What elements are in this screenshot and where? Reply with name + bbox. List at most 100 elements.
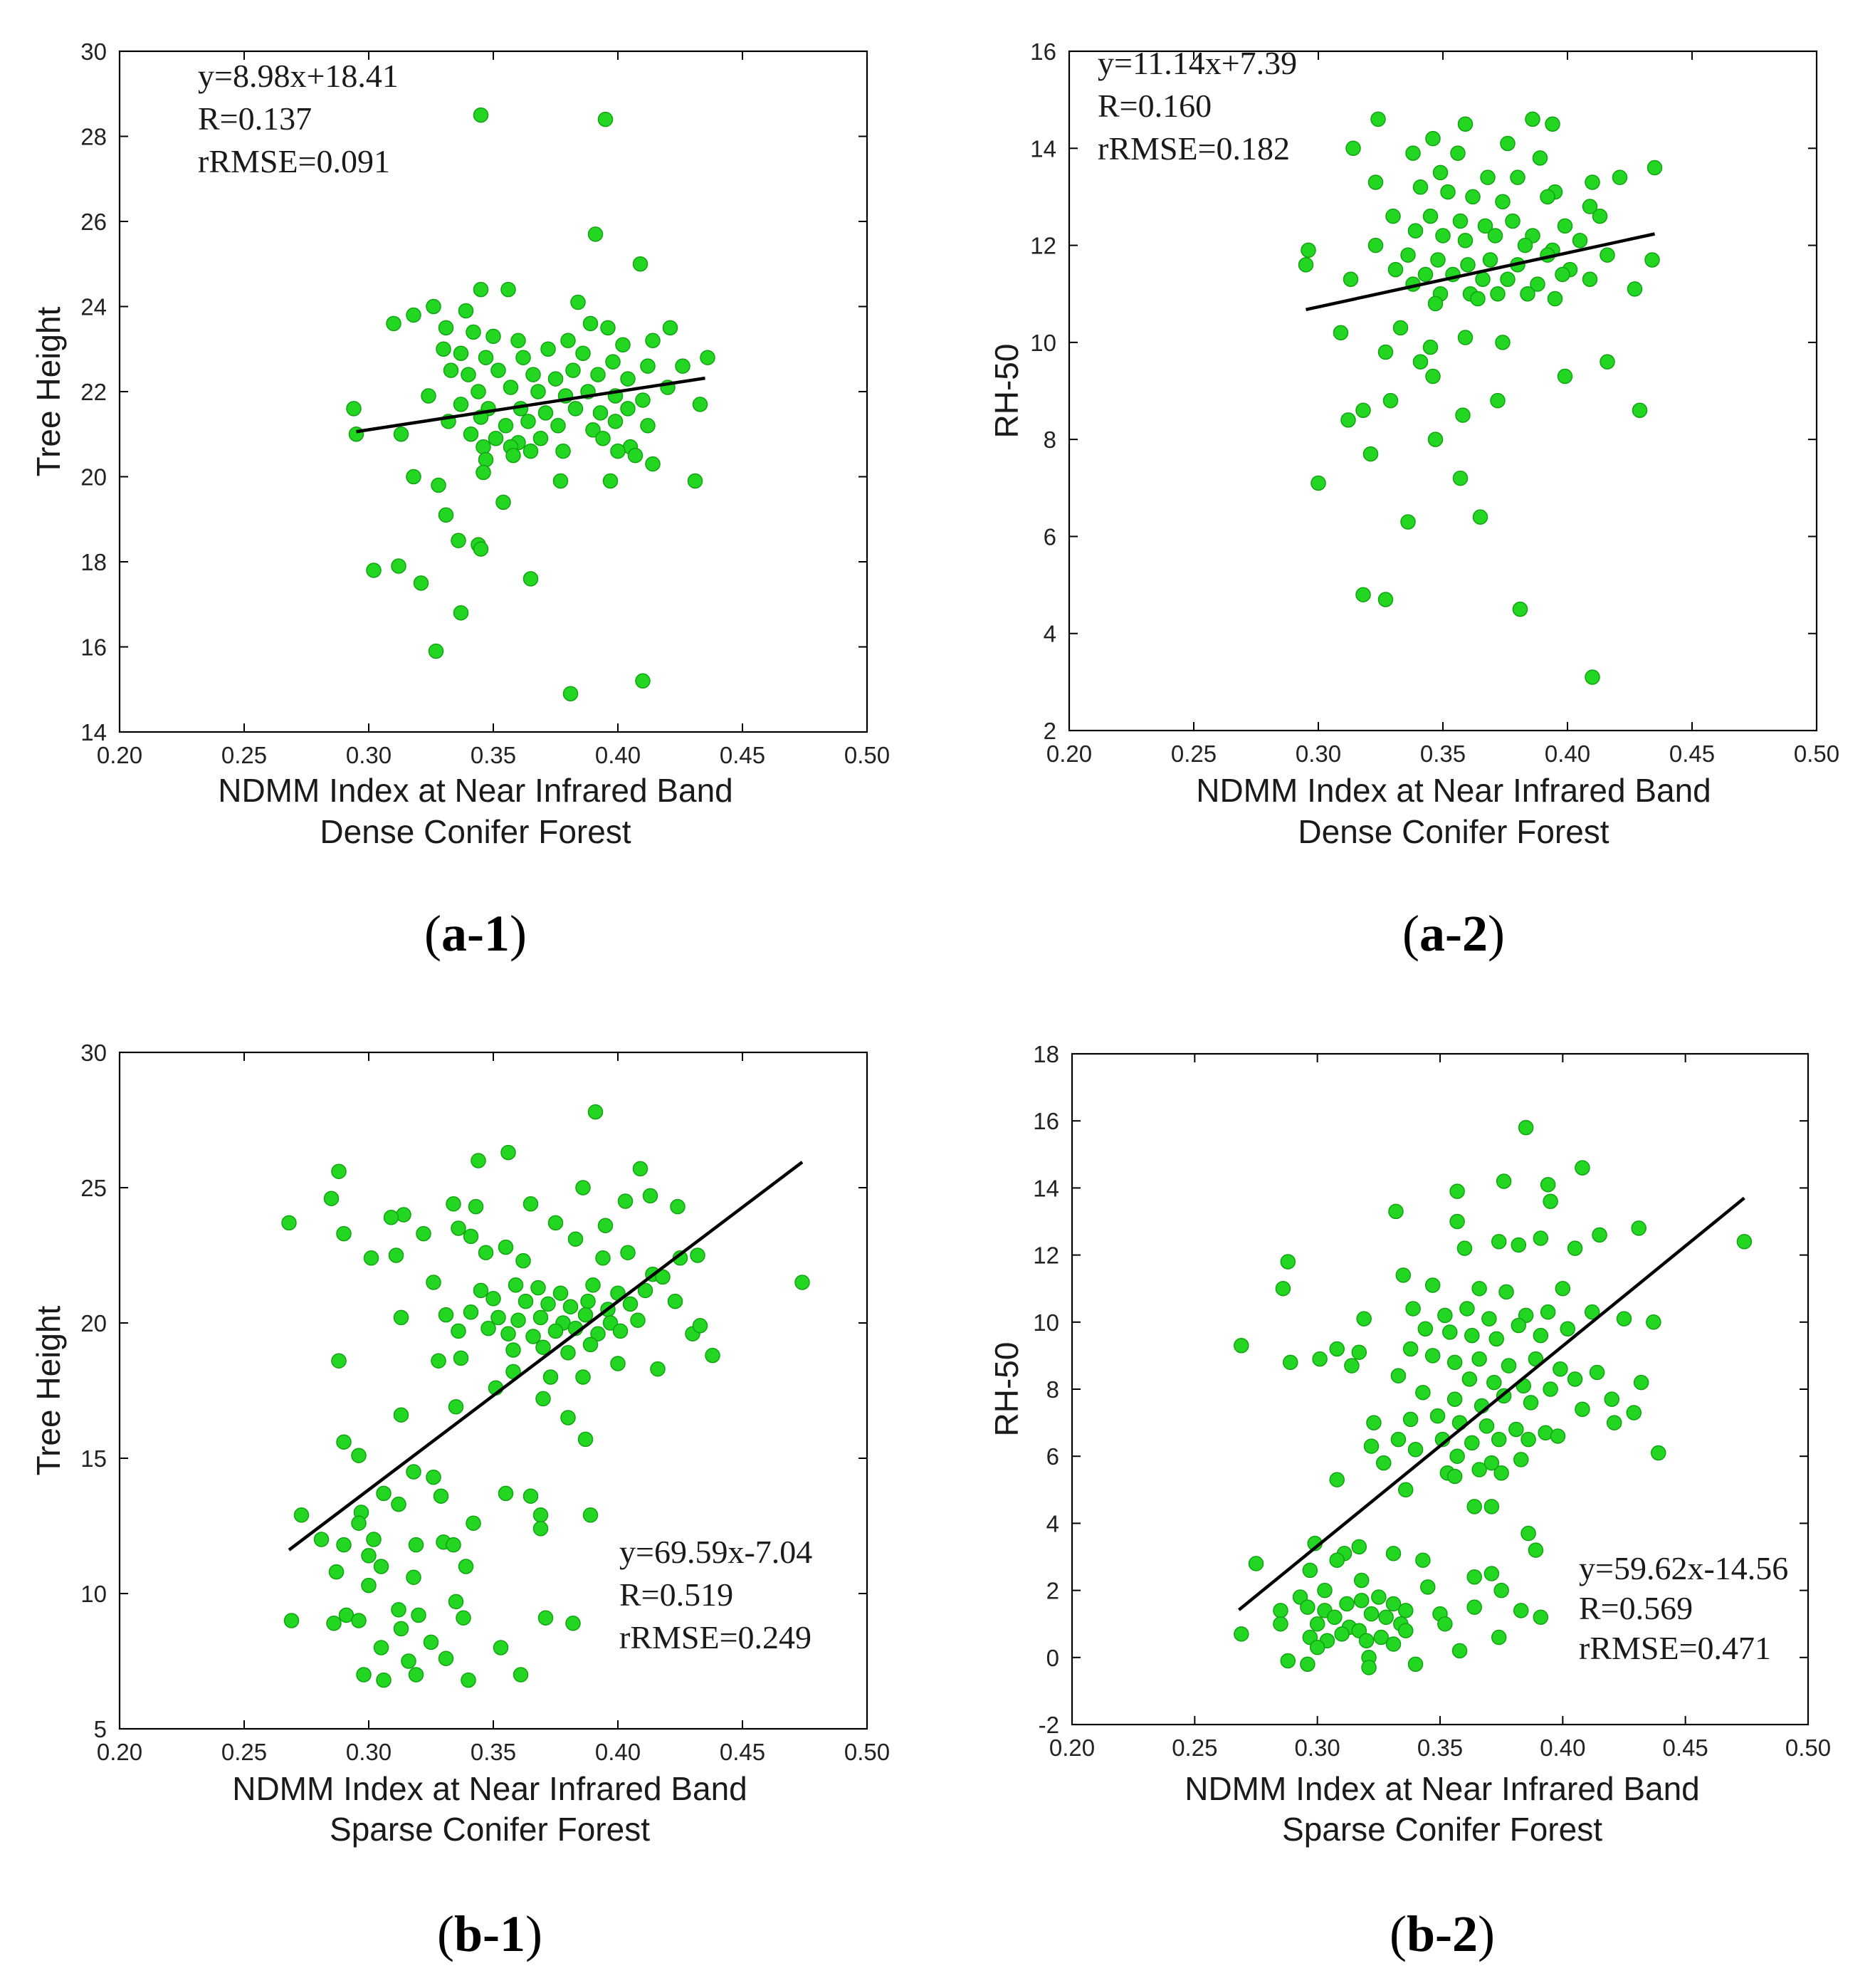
data-point xyxy=(1500,135,1516,152)
data-point xyxy=(1470,291,1486,307)
data-point xyxy=(537,1610,554,1626)
x-axis-label: NDMM Index at Near Infrared Band xyxy=(1185,1770,1700,1807)
annotation-line: R=0.569 xyxy=(1579,1590,1693,1626)
data-point xyxy=(1422,339,1439,355)
data-point xyxy=(1377,592,1394,607)
data-point xyxy=(1317,1582,1333,1599)
y-tick-label: 26 xyxy=(80,209,107,235)
data-point xyxy=(632,256,648,272)
data-point xyxy=(705,1347,720,1364)
data-point xyxy=(495,494,511,511)
data-point xyxy=(700,350,715,365)
data-point xyxy=(463,427,479,442)
data-point xyxy=(1353,1572,1370,1589)
panel-label: (b-2) xyxy=(1390,1905,1495,1962)
data-point xyxy=(438,320,454,336)
data-point xyxy=(1466,1499,1483,1514)
annotation-line: y=59.62x-14.56 xyxy=(1579,1550,1788,1586)
data-point xyxy=(1477,218,1493,234)
data-point xyxy=(1550,1428,1566,1444)
data-point xyxy=(1312,1351,1328,1367)
data-point xyxy=(1632,402,1648,419)
data-point xyxy=(607,414,624,429)
data-point xyxy=(1511,1317,1527,1334)
data-point xyxy=(637,1282,653,1299)
panel-label: (a-1) xyxy=(424,905,527,962)
data-point xyxy=(1373,1629,1390,1646)
data-point xyxy=(448,1594,464,1610)
data-point xyxy=(453,605,469,621)
data-point xyxy=(597,1218,614,1233)
data-point xyxy=(515,350,531,365)
data-point xyxy=(1397,1603,1414,1618)
data-point xyxy=(1412,354,1429,370)
data-point xyxy=(1455,407,1471,423)
data-point xyxy=(376,1672,392,1688)
data-point xyxy=(1604,1391,1620,1407)
data-point xyxy=(1371,1589,1387,1605)
data-point xyxy=(1234,1626,1249,1642)
data-point xyxy=(1446,1391,1463,1407)
chart-panel-a-2: 0.20 0.25 0.30 0.35 0.40 0.45 0.50 2 4 6 8 10 12 14 16… xyxy=(988,38,1839,962)
data-point xyxy=(1557,368,1573,384)
x-axis-label: NDMM Index at Near Infrared Band xyxy=(232,1770,747,1807)
y-tick-label: 20 xyxy=(80,1310,107,1336)
data-point xyxy=(463,1228,479,1245)
data-point xyxy=(675,358,690,374)
data-point xyxy=(490,1309,506,1326)
data-point xyxy=(1471,1351,1487,1367)
data-point xyxy=(466,324,481,340)
y-axis-label: RH-50 xyxy=(988,1342,1025,1437)
data-point xyxy=(1471,1280,1487,1297)
data-point xyxy=(1532,150,1548,166)
data-point xyxy=(433,1488,449,1504)
data-point xyxy=(535,1391,551,1407)
y-tick-label: 18 xyxy=(80,549,107,575)
data-point xyxy=(490,362,506,378)
y-tick-label: 24 xyxy=(80,294,107,320)
data-point xyxy=(1486,1374,1502,1391)
panel-label-paren-open: ( xyxy=(424,905,441,962)
x-axis-subtitle: Dense Conifer Forest xyxy=(1298,813,1609,850)
data-point xyxy=(567,1231,584,1247)
data-point xyxy=(580,1293,596,1309)
data-point xyxy=(383,1210,399,1225)
data-point xyxy=(1234,1338,1249,1354)
data-point xyxy=(540,1296,556,1312)
data-point xyxy=(1283,1354,1298,1371)
data-point xyxy=(617,1193,634,1209)
data-point xyxy=(1400,247,1416,263)
data-point xyxy=(1298,257,1314,273)
data-point xyxy=(1427,431,1444,447)
data-point xyxy=(426,1469,441,1485)
data-point xyxy=(456,1610,471,1626)
data-point xyxy=(1644,252,1660,268)
data-point xyxy=(458,1559,474,1574)
y-tick-label: 10 xyxy=(1030,330,1056,356)
data-point xyxy=(1351,1344,1367,1360)
data-point xyxy=(562,1299,579,1314)
data-point xyxy=(575,345,591,361)
data-point xyxy=(443,362,459,378)
x-tick-label: 0.20 xyxy=(97,1739,142,1765)
data-point xyxy=(393,1407,409,1423)
data-point xyxy=(610,1356,626,1371)
data-point xyxy=(595,430,611,446)
data-point xyxy=(323,1191,340,1206)
data-point xyxy=(500,281,516,298)
y-tick-label: 16 xyxy=(1033,1108,1059,1134)
data-point xyxy=(473,1282,489,1299)
x-tick-label: 0.40 xyxy=(595,742,641,768)
data-point xyxy=(373,1640,389,1655)
y-tick-label: 4 xyxy=(1046,1510,1059,1537)
data-point xyxy=(1301,242,1316,258)
data-point xyxy=(376,1485,392,1502)
data-point xyxy=(525,1329,541,1344)
data-point xyxy=(602,473,619,489)
annotation-line: rRMSE=0.182 xyxy=(1098,130,1290,167)
data-point xyxy=(348,427,364,442)
data-point xyxy=(560,333,576,349)
data-point xyxy=(1547,291,1563,307)
data-point xyxy=(1525,111,1540,127)
data-point xyxy=(552,1285,569,1301)
